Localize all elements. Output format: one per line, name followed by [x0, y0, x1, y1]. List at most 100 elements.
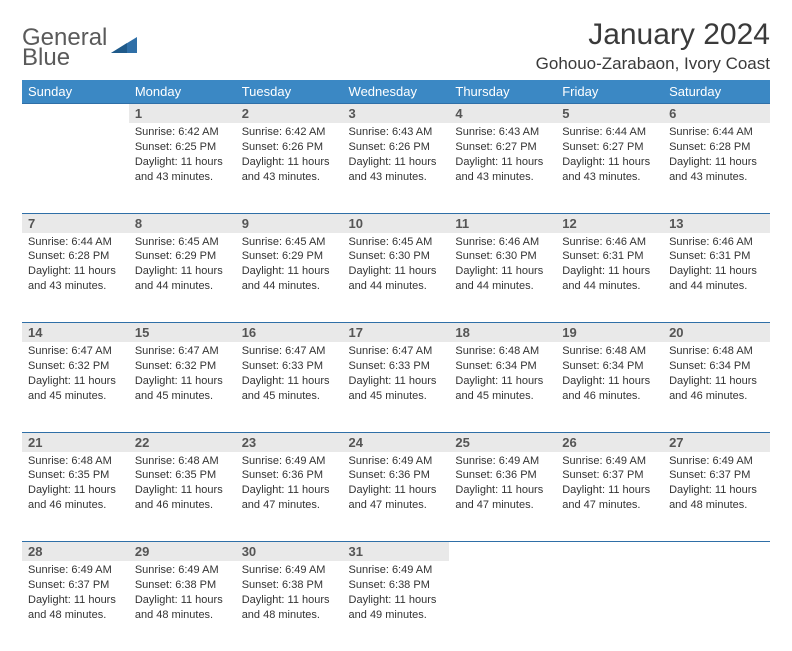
sunrise-line: Sunrise: 6:43 AM [455, 125, 550, 140]
daylight-line: Daylight: 11 hours and 45 minutes. [349, 374, 444, 404]
sunrise-line: Sunrise: 6:42 AM [135, 125, 230, 140]
sunset-line: Sunset: 6:34 PM [455, 359, 550, 374]
sunrise-line: Sunrise: 6:45 AM [135, 235, 230, 250]
daynum-row: 14151617181920 [22, 323, 770, 343]
daynum-row: 28293031 [22, 542, 770, 562]
sunrise-line: Sunrise: 6:49 AM [669, 454, 764, 469]
day-number: 11 [449, 214, 556, 233]
daynum-row: 78910111213 [22, 213, 770, 233]
sunset-line: Sunset: 6:25 PM [135, 140, 230, 155]
sunset-line: Sunset: 6:36 PM [455, 468, 550, 483]
day-number: 7 [22, 214, 129, 233]
day-cell: Sunrise: 6:48 AMSunset: 6:34 PMDaylight:… [556, 342, 663, 409]
day-number: 22 [129, 433, 236, 452]
sunrise-line: Sunrise: 6:43 AM [349, 125, 444, 140]
sunset-line: Sunset: 6:28 PM [28, 249, 123, 264]
weekday-header: Tuesday [236, 80, 343, 104]
sunset-line: Sunset: 6:28 PM [669, 140, 764, 155]
sunset-line: Sunset: 6:29 PM [135, 249, 230, 264]
day-cell: Sunrise: 6:46 AMSunset: 6:30 PMDaylight:… [449, 233, 556, 300]
daylight-line: Daylight: 11 hours and 43 minutes. [455, 155, 550, 185]
day-cell: Sunrise: 6:49 AMSunset: 6:37 PMDaylight:… [22, 561, 129, 628]
sunset-line: Sunset: 6:35 PM [28, 468, 123, 483]
logo-triangle-icon [111, 35, 137, 62]
daylight-line: Daylight: 11 hours and 47 minutes. [349, 483, 444, 513]
daylight-line: Daylight: 11 hours and 44 minutes. [242, 264, 337, 294]
sunrise-line: Sunrise: 6:46 AM [455, 235, 550, 250]
day-number: 4 [449, 104, 556, 123]
sunrise-line: Sunrise: 6:47 AM [135, 344, 230, 359]
title-block: January 2024 Gohouo-Zarabaon, Ivory Coas… [536, 18, 770, 74]
sunrise-line: Sunrise: 6:49 AM [349, 454, 444, 469]
day-cell: Sunrise: 6:43 AMSunset: 6:26 PMDaylight:… [343, 123, 450, 190]
sunset-line: Sunset: 6:34 PM [562, 359, 657, 374]
content-row: Sunrise: 6:49 AM Sunset: 6:37 PMDaylight:… [22, 561, 770, 651]
day-cell [449, 561, 556, 569]
weekday-header: Wednesday [343, 80, 450, 104]
sunset-line: Sunset: 6:32 PM [135, 359, 230, 374]
day-cell: Sunrise: 6:49 AMSunset: 6:38 PMDaylight:… [236, 561, 343, 628]
day-number: 6 [663, 104, 770, 123]
day-cell: Sunrise: 6:48 AMSunset: 6:34 PMDaylight:… [449, 342, 556, 409]
day-number: 13 [663, 214, 770, 233]
sunrise-line: Sunrise: 6:44 AM [28, 235, 123, 250]
calendar-table: SundayMondayTuesdayWednesdayThursdayFrid… [22, 80, 770, 651]
sunrise-line: Sunrise: 6:48 AM [669, 344, 764, 359]
sunrise-line: Sunrise: 6:44 AM [669, 125, 764, 140]
sunrise-line: Sunrise: 6:48 AM [455, 344, 550, 359]
logo: General Blue [22, 18, 137, 70]
day-cell: Sunrise: 6:49 AMSunset: 6:36 PMDaylight:… [343, 452, 450, 519]
sunrise-line: Sunrise: 6:49 AM [242, 454, 337, 469]
day-number: 8 [129, 214, 236, 233]
weekday-header-row: SundayMondayTuesdayWednesdayThursdayFrid… [22, 80, 770, 104]
sunrise-line: Sunrise: 6:48 AM [562, 344, 657, 359]
day-number [556, 542, 663, 561]
day-cell: Sunrise: 6:48 AMSunset: 6:35 PMDaylight:… [22, 452, 129, 519]
day-cell: Sunrise: 6:44 AMSunset: 6:27 PMDaylight:… [556, 123, 663, 190]
day-cell: Sunrise: 6:47 AMSunset: 6:33 PMDaylight:… [236, 342, 343, 409]
day-cell: Sunrise: 6:46 AMSunset: 6:31 PMDaylight:… [556, 233, 663, 300]
sunrise-line: Sunrise: 6:48 AM [135, 454, 230, 469]
sunset-line: Sunset: 6:29 PM [242, 249, 337, 264]
sunrise-line: Sunrise: 6:45 AM [349, 235, 444, 250]
day-number: 1 [129, 104, 236, 123]
sunset-line: Sunset: 6:37 PM [28, 578, 123, 593]
sunset-line: Sunset: 6:37 PM [669, 468, 764, 483]
weekday-header: Saturday [663, 80, 770, 104]
sunrise-line: Sunrise: 6:46 AM [669, 235, 764, 250]
day-cell: Sunrise: 6:47 AMSunset: 6:33 PMDaylight:… [343, 342, 450, 409]
day-number [22, 104, 129, 123]
daylight-line: Daylight: 11 hours and 43 minutes. [242, 155, 337, 185]
daylight-line: Daylight: 11 hours and 43 minutes. [28, 264, 123, 294]
day-cell [22, 123, 129, 131]
day-number [663, 542, 770, 561]
day-number: 27 [663, 433, 770, 452]
sunrise-line: Sunrise: 6:47 AM [242, 344, 337, 359]
day-number: 16 [236, 323, 343, 342]
sunset-line: Sunset: 6:38 PM [349, 578, 444, 593]
day-cell: Sunrise: 6:47 AMSunset: 6:32 PMDaylight:… [129, 342, 236, 409]
daylight-line: Daylight: 11 hours and 48 minutes. [669, 483, 764, 513]
day-number: 24 [343, 433, 450, 452]
day-cell: Sunrise: 6:49 AMSunset: 6:37 PMDaylight:… [663, 452, 770, 519]
day-number: 14 [22, 323, 129, 342]
sunset-line: Sunset: 6:26 PM [349, 140, 444, 155]
sunset-line: Sunset: 6:27 PM [562, 140, 657, 155]
day-number: 29 [129, 542, 236, 561]
day-number: 26 [556, 433, 663, 452]
location-label: Gohouo-Zarabaon, Ivory Coast [536, 54, 770, 74]
day-number: 28 [22, 542, 129, 561]
sunrise-line: Sunrise: 6:49 AM [135, 563, 230, 578]
daylight-line: Daylight: 11 hours and 43 minutes. [669, 155, 764, 185]
sunrise-line: Sunrise: 6:47 AM [349, 344, 444, 359]
day-number: 25 [449, 433, 556, 452]
sunset-line: Sunset: 6:30 PM [455, 249, 550, 264]
sunset-line: Sunset: 6:34 PM [669, 359, 764, 374]
day-cell: Sunrise: 6:49 AMSunset: 6:37 PMDaylight:… [556, 452, 663, 519]
day-cell: Sunrise: 6:42 AMSunset: 6:25 PMDaylight:… [129, 123, 236, 190]
daynum-row: 123456 [22, 104, 770, 124]
day-cell: Sunrise: 6:45 AMSunset: 6:29 PMDaylight:… [236, 233, 343, 300]
daylight-line: Daylight: 11 hours and 45 minutes. [242, 374, 337, 404]
daylight-line: Daylight: 11 hours and 48 minutes. [28, 593, 123, 623]
sunrise-line: Sunrise: 6:49 AM [349, 563, 444, 578]
